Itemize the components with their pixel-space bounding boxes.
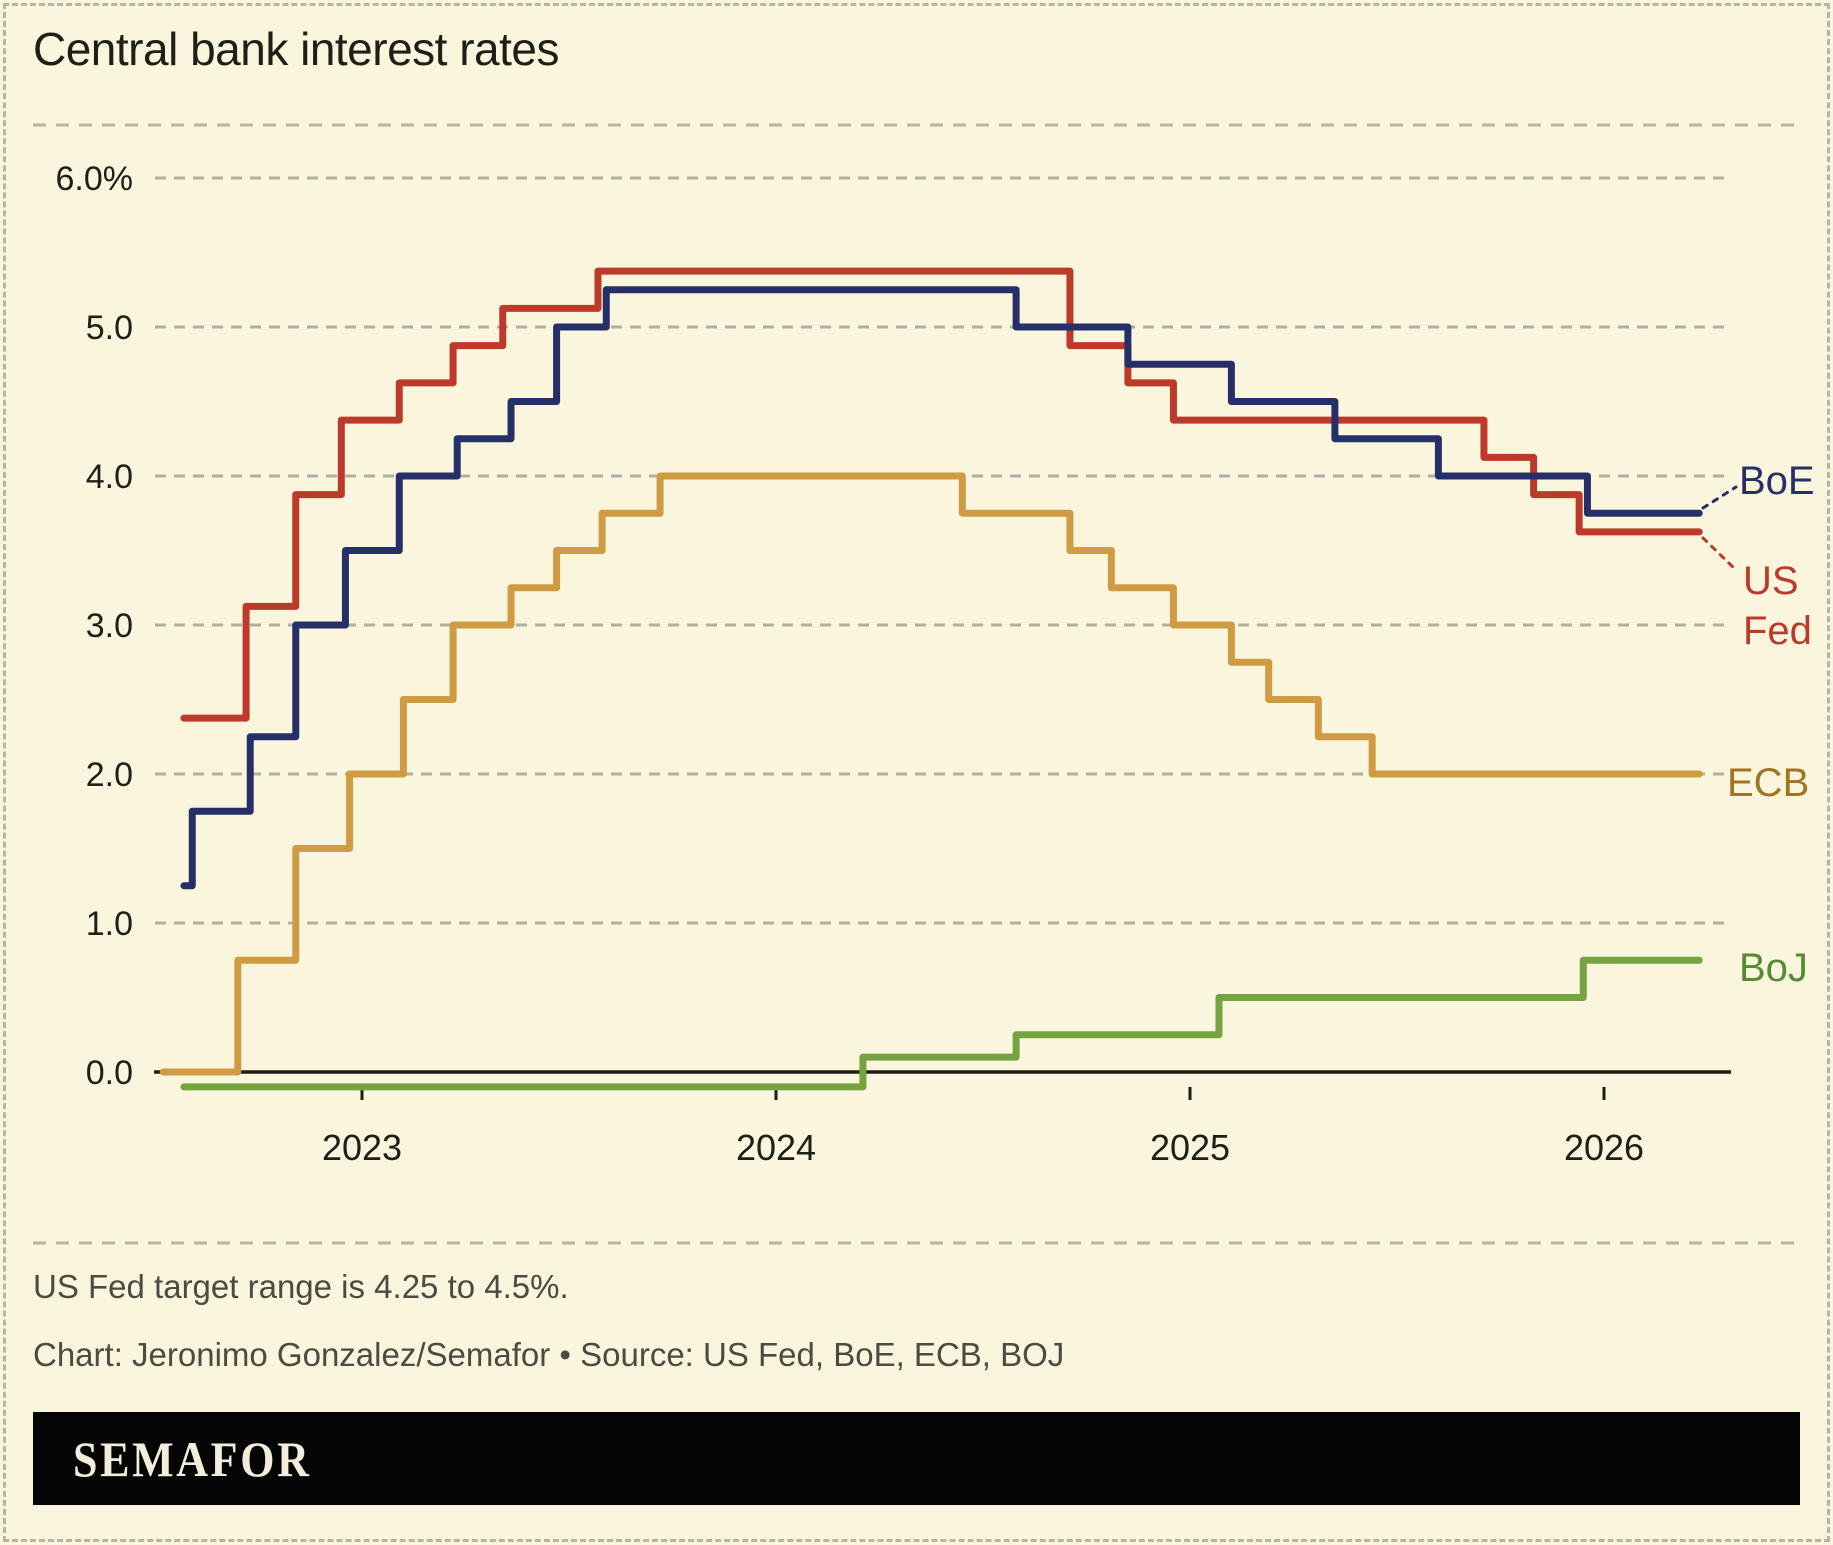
series-line-boe — [180, 286, 1703, 890]
y-axis-label: 5.0 — [86, 309, 133, 347]
y-axis-label: 2.0 — [86, 756, 133, 794]
logo-bar: SEMAFOR — [33, 1412, 1800, 1505]
page-title: Central bank interest rates — [33, 23, 560, 75]
footnote: US Fed target range is 4.25 to 4.5%. — [33, 1268, 569, 1305]
credit: Chart: Jeronimo Gonzalez/Semafor • Sourc… — [33, 1336, 1065, 1373]
y-axis-label: 1.0 — [86, 905, 133, 943]
x-axis-label: 2024 — [736, 1127, 816, 1168]
y-axis-label: 6.0% — [56, 160, 134, 198]
series-label-boj: BoJ — [1739, 946, 1808, 990]
series-label-us-fed: Fed — [1743, 609, 1812, 653]
y-axis-label: 3.0 — [86, 607, 133, 645]
y-axis-label: 0.0 — [86, 1054, 133, 1092]
series-label-boe: BoE — [1739, 459, 1815, 503]
x-axis-label: 2023 — [322, 1127, 402, 1168]
x-axis-label: 2025 — [1150, 1127, 1230, 1168]
semafor-logo: SEMAFOR — [73, 1430, 312, 1487]
series-label-ecb: ECB — [1727, 761, 1809, 805]
leader-line-us-fed — [1701, 536, 1739, 573]
leader-line-boe — [1701, 485, 1738, 510]
x-axis-label: 2026 — [1564, 1127, 1644, 1168]
series-line-us-fed — [180, 267, 1703, 722]
series-label-us-fed: US — [1743, 559, 1799, 603]
y-axis-label: 4.0 — [86, 458, 133, 496]
series-line-boj — [180, 956, 1703, 1091]
series-line-ecb — [159, 472, 1703, 1076]
